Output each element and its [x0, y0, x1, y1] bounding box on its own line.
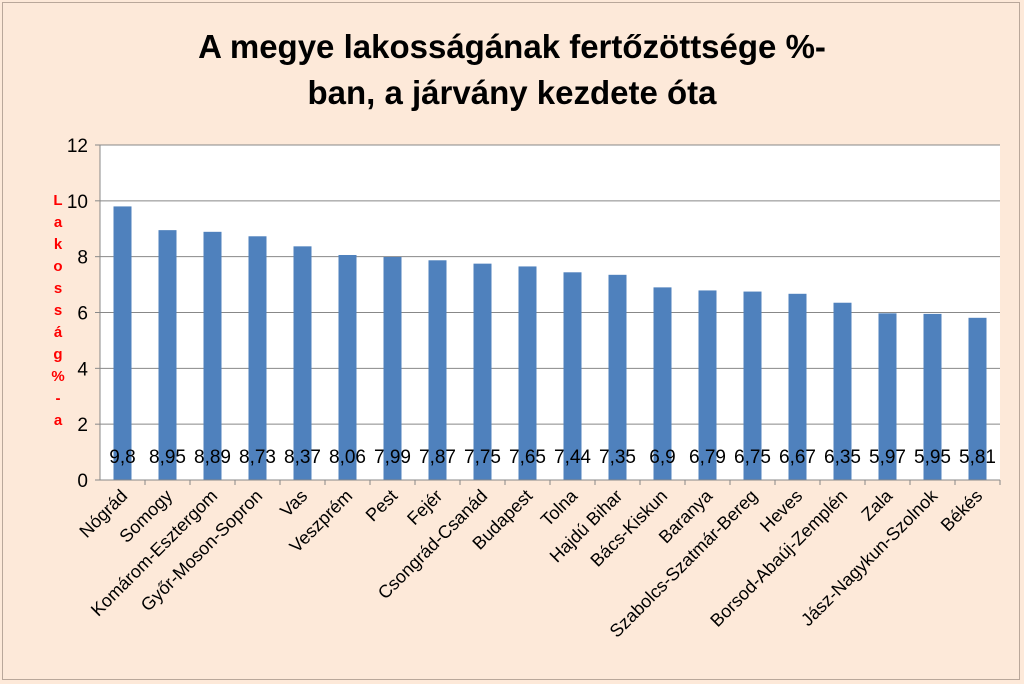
bar — [203, 231, 222, 480]
data-label: 6,79 — [689, 447, 726, 468]
y-tick-label: 0 — [77, 471, 88, 492]
data-label: 7,87 — [419, 447, 456, 468]
bar — [878, 313, 897, 480]
bar — [338, 254, 357, 480]
bar — [788, 293, 807, 480]
data-label: 6,75 — [734, 447, 771, 468]
data-label: 8,73 — [239, 447, 276, 468]
bar — [743, 291, 762, 480]
bar — [113, 206, 132, 480]
y-tick-label: 2 — [77, 415, 88, 436]
bar — [158, 230, 177, 480]
bar — [833, 302, 852, 480]
data-label: 6,35 — [824, 447, 861, 468]
data-labels: 9,8 8,95 8,89 8,73 8,37 8,06 7,99 7,87 7,75 7,65 7… — [109, 447, 996, 468]
bar — [698, 290, 717, 480]
data-label: 6,67 — [779, 447, 816, 468]
chart-title-text: A megye lakosságának fertőzöttsége %-ban… — [198, 28, 826, 111]
bar — [293, 246, 312, 480]
y-axis-label: Lakosság % - a — [51, 192, 65, 429]
bar — [518, 266, 537, 480]
data-label: 6,9 — [649, 447, 675, 468]
data-label: 7,65 — [509, 447, 546, 468]
y-tick-label: 4 — [77, 359, 88, 380]
bar — [653, 287, 672, 480]
data-label: 5,95 — [914, 447, 951, 468]
x-tick-labels: NógrádSomogyKomárom-EsztergomGyőr-Moson-… — [75, 485, 986, 641]
x-tick-label: Békés — [937, 486, 987, 536]
bar — [608, 274, 627, 480]
x-tick-label: Vas — [276, 486, 311, 521]
bar — [968, 317, 987, 480]
y-tick-labels: 0 2 4 6 8 10 12 — [67, 136, 89, 492]
data-label: 5,81 — [959, 447, 996, 468]
data-label: 7,99 — [374, 447, 411, 468]
y-tick-label: 10 — [67, 192, 88, 213]
bar — [563, 272, 582, 480]
chart-title: A megye lakosságának fertőzöttsége %-ban… — [0, 24, 1024, 116]
bar — [428, 260, 447, 480]
bar — [248, 236, 267, 480]
y-tick-label: 8 — [77, 248, 88, 269]
data-label: 9,8 — [109, 447, 135, 468]
data-label: 8,06 — [329, 447, 366, 468]
data-label: 8,37 — [284, 447, 321, 468]
bar — [923, 313, 942, 480]
data-label: 7,44 — [554, 447, 591, 468]
y-tick-label: 12 — [67, 136, 88, 157]
x-tick-label: Zala — [857, 485, 897, 525]
x-tick-label: Pest — [362, 486, 402, 526]
data-label: 8,89 — [194, 447, 231, 468]
bar — [383, 256, 402, 480]
y-tick-label: 6 — [77, 304, 88, 325]
data-label: 7,75 — [464, 447, 501, 468]
data-label: 7,35 — [599, 447, 636, 468]
bars — [113, 206, 987, 480]
data-label: 8,95 — [149, 447, 186, 468]
data-label: 5,97 — [869, 447, 906, 468]
bar — [473, 263, 492, 480]
